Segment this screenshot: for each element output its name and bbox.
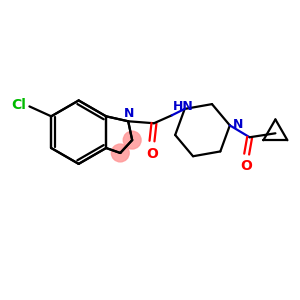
Text: HN: HN: [173, 100, 194, 113]
Text: N: N: [124, 107, 134, 120]
Circle shape: [123, 131, 141, 149]
Circle shape: [111, 144, 129, 162]
Text: O: O: [146, 147, 158, 161]
Text: Cl: Cl: [12, 98, 26, 112]
Text: N: N: [233, 118, 243, 131]
Text: O: O: [241, 159, 253, 173]
